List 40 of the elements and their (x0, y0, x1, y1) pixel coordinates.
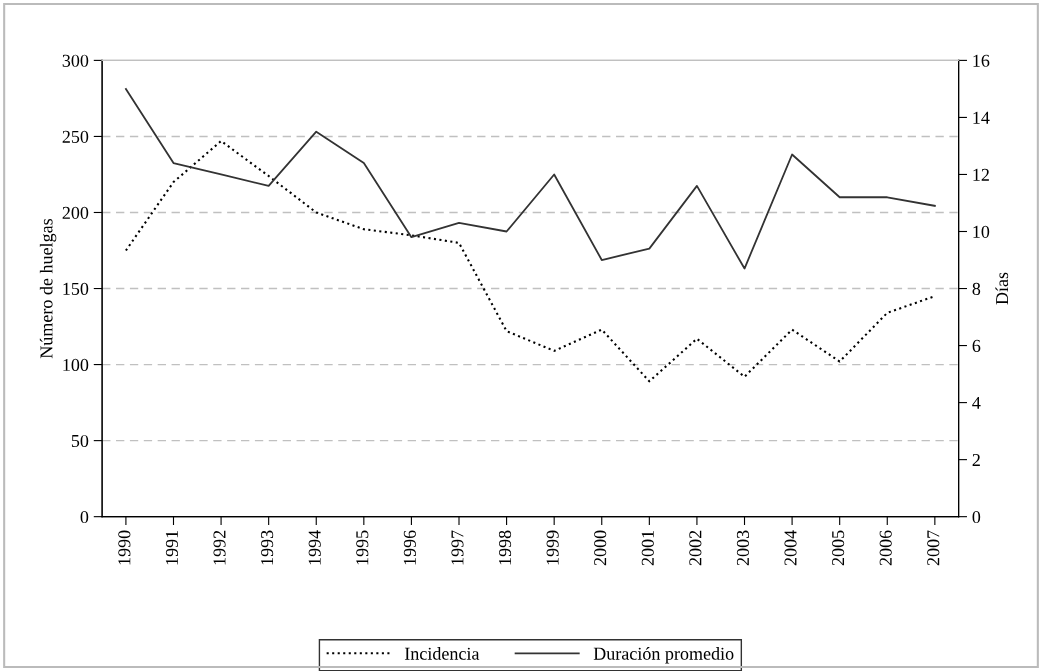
y2-tick-label: 2 (972, 453, 980, 466)
line-series (125, 88, 936, 270)
x-tick-label: 1991 (165, 530, 179, 565)
y2-tick-label: 12 (973, 168, 989, 181)
x-tick-label: 2005 (832, 530, 845, 566)
y2-tick-label: 14 (973, 111, 990, 124)
y2-tick-label: 10 (973, 225, 990, 238)
legend-label: Duración promedio (593, 647, 734, 664)
x-tick-label: 2002 (689, 530, 702, 566)
y2-tick-label: 16 (973, 54, 990, 67)
x-tick-label: 1990 (118, 530, 131, 565)
x-tick-label: 2007 (927, 530, 940, 566)
x-tick-label: 1993 (261, 530, 274, 565)
x-tick-label: 2006 (879, 530, 892, 566)
y-tick-label: 300 (62, 54, 89, 67)
y-axis-title: Número de huelgas (39, 218, 57, 359)
y2-tick-label: 8 (972, 282, 981, 295)
x-tick-label: 1995 (356, 530, 369, 565)
x-tick-label: 1998 (498, 530, 512, 565)
y-tick-label: 150 (63, 282, 89, 295)
line-series (124, 139, 936, 383)
y2-axis-title: Días (995, 272, 1009, 305)
y2-tick-label: 0 (972, 510, 981, 524)
x-tick-label: 1999 (546, 530, 559, 565)
y-tick-label: 250 (62, 130, 89, 143)
y2-tick-label: 6 (972, 339, 981, 353)
y2-tick-label: 4 (972, 396, 981, 409)
y-tick-label: 0 (80, 510, 89, 524)
y-tick-label: 50 (71, 434, 89, 448)
x-tick-label: 1992 (213, 530, 226, 565)
x-tick-label: 1997 (451, 530, 464, 565)
legend-label: Incidencia (404, 647, 480, 660)
x-tick-label: 2001 (641, 530, 654, 566)
x-tick-label: 2003 (736, 530, 750, 566)
x-tick-label: 2004 (784, 530, 797, 566)
y-tick-label: 200 (62, 206, 89, 219)
x-tick-label: 1994 (308, 530, 321, 565)
x-tick-label: 2000 (594, 530, 607, 566)
x-tick-label: 1996 (403, 530, 416, 565)
y-tick-label: 100 (63, 358, 89, 372)
